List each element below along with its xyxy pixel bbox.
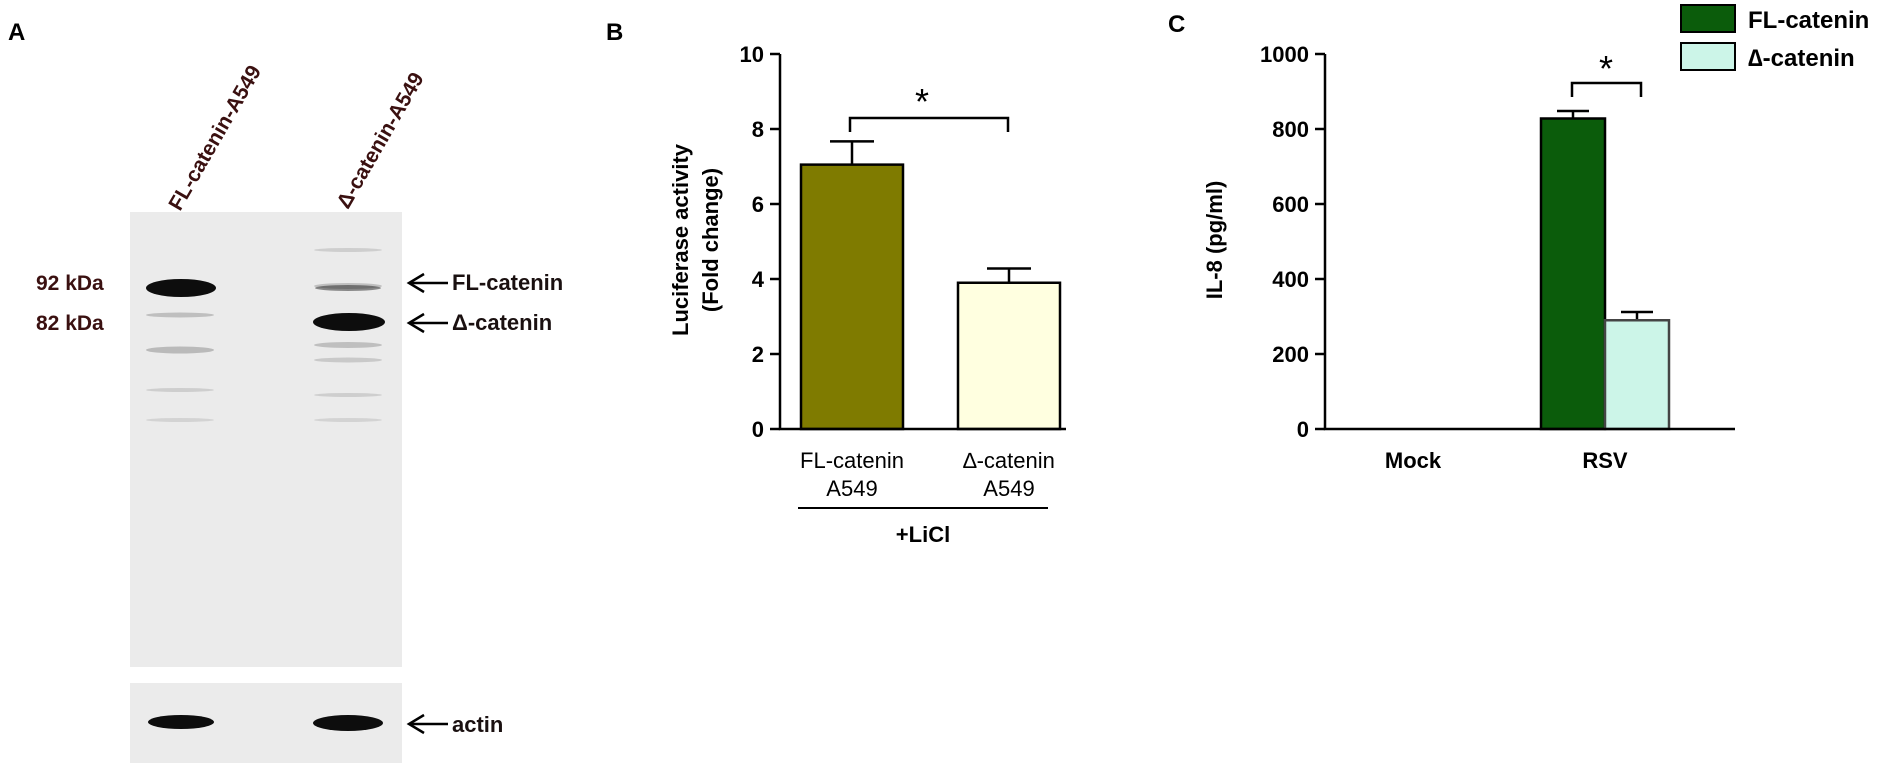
chart-b-ytick-label: 4 — [752, 267, 765, 292]
chart-b-ylabel-line1: Luciferase activity — [668, 143, 693, 336]
legend-swatch-delta-catenin — [1680, 42, 1736, 71]
chart-b-group-label: +LiCl — [896, 522, 950, 547]
band-fl-catenin-lane2 — [315, 285, 381, 291]
chart-b-xlabel-delta-line2: A549 — [983, 476, 1034, 501]
chart-c-ytick-label: 600 — [1272, 192, 1309, 217]
chart-b-bars — [799, 140, 1062, 431]
chart-b-xlabel-fl-line1: FL-catenin — [800, 448, 904, 473]
band-label-delta-catenin: Δ-catenin — [452, 310, 552, 335]
chart-b-ytick-label: 10 — [740, 42, 764, 67]
blot-bands — [146, 279, 385, 731]
chart-c-ytick-label: 800 — [1272, 117, 1309, 142]
legend-swatch-fl-catenin — [1680, 4, 1736, 33]
band-label-actin: actin — [452, 712, 503, 737]
lane-label-delta-catenin: Δ-catenin-A549 — [332, 69, 428, 213]
legend-label-fl-catenin: FL-catenin — [1748, 7, 1869, 34]
chart-c-significance-bracket — [1570, 81, 1643, 97]
chart-b-y-ticks: 0 2 4 6 8 10 — [740, 42, 780, 442]
legend-label-delta-catenin: ∆-catenin — [1748, 45, 1855, 72]
chart-b-significance-bracket — [848, 116, 1010, 132]
chart-c-ytick-label: 400 — [1272, 267, 1309, 292]
chart-c-bar-1-1 — [1603, 319, 1671, 431]
chart-c-xlabel-rsv: RSV — [1582, 448, 1628, 473]
panel-label-c: C — [1168, 11, 1185, 38]
chart-c-bars — [1539, 109, 1671, 431]
faint-bands — [146, 248, 382, 422]
chart-c-ytick-label: 0 — [1297, 417, 1309, 442]
arrow-fl-catenin — [406, 272, 448, 294]
chart-b-ylabel-line2: (Fold change) — [698, 168, 723, 312]
chart-c-significance-star: * — [1599, 48, 1613, 89]
arrow-delta-catenin — [406, 312, 448, 334]
chart-b-xlabel-fl-line2: A549 — [826, 476, 877, 501]
chart-b-bar-0 — [799, 163, 905, 431]
lane-label-fl-catenin: FL-catenin-A549 — [164, 62, 266, 215]
marker-92-kda: 92 kDa — [36, 272, 104, 295]
chart-b-xlabel-delta-line1: ∆-catenin — [963, 448, 1055, 473]
band-actin-lane2 — [313, 715, 383, 731]
marker-82-kda: 82 kDa — [36, 312, 104, 335]
chart-b-ytick-label: 0 — [752, 417, 764, 442]
chart-b-ytick-label: 8 — [752, 117, 764, 142]
chart-c-y-ticks: 0 200 400 600 800 1000 — [1260, 42, 1325, 442]
panel-c: C IL-8 (pg/ml) 0 200 400 600 800 1000 Mock RS… — [1168, 4, 1869, 473]
panel-label-b: B — [606, 19, 623, 46]
chart-c-ytick-label: 1000 — [1260, 42, 1309, 67]
band-fl-catenin-lane1 — [146, 279, 216, 297]
band-actin-lane1 — [148, 715, 214, 729]
chart-b-ytick-label: 6 — [752, 192, 764, 217]
chart-c-ytick-label: 200 — [1272, 342, 1309, 367]
band-delta-catenin-lane2 — [313, 313, 385, 331]
panel-label-a: A — [8, 19, 25, 46]
band-label-fl-catenin: FL-catenin — [452, 270, 563, 295]
chart-c-xlabel-mock: Mock — [1385, 448, 1442, 473]
chart-b-bar-1 — [956, 281, 1062, 431]
chart-c-ylabel: IL-8 (pg/ml) — [1202, 181, 1227, 300]
chart-c-bar-0-1 — [1539, 117, 1607, 431]
chart-b-significance-star: * — [915, 81, 929, 122]
chart-b-ytick-label: 2 — [752, 342, 764, 367]
panel-a: A FL-catenin-A549 Δ-catenin-A549 92 kDa — [8, 19, 563, 763]
chart-c-legend: FL-catenin ∆-catenin — [1680, 4, 1869, 72]
panel-b: B Luciferase activity (Fold change) 0 2 4 6… — [606, 19, 1066, 547]
arrow-actin — [406, 713, 448, 735]
